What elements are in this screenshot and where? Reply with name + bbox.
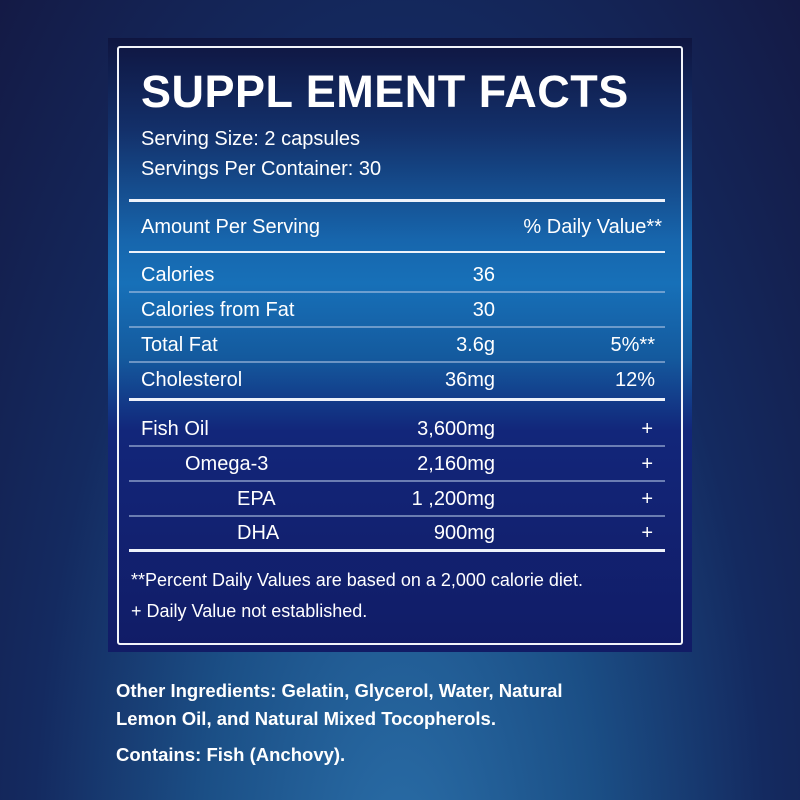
other-ingredients-line-1: Other Ingredients: Gelatin, Glycerol, Wa… (116, 680, 563, 701)
row-amount: 30 (472, 299, 495, 321)
divider (129, 291, 665, 293)
row-name: DHA (237, 522, 280, 544)
panel-border: SUPPL EMENT FACTS Serving Size: 2 capsul… (117, 46, 683, 645)
allergen-contains: Contains: Fish (Anchovy). (116, 744, 346, 765)
divider (129, 445, 665, 447)
row-dv: + (641, 418, 653, 440)
panel-title: SUPPL EMENT FACTS (141, 66, 629, 117)
divider (129, 326, 665, 328)
row-dv: 12% (614, 369, 655, 391)
serving-size: Serving Size: 2 capsules (141, 128, 361, 150)
daily-value-header: % Daily Value** (523, 216, 662, 238)
row-name: Total Fat (141, 334, 218, 356)
row-name: Omega-3 (185, 453, 269, 475)
servings-per-container: Servings Per Container: 30 (141, 158, 382, 180)
row-dv: 5%** (610, 334, 655, 356)
row-amount: 1 ,200mg (411, 488, 495, 510)
supplement-facts-panel: SUPPL EMENT FACTS Serving Size: 2 capsul… (108, 38, 692, 652)
row-amount: 3,600mg (417, 418, 495, 440)
divider (129, 515, 665, 517)
row-amount: 2,160mg (417, 453, 495, 475)
amount-per-serving-header: Amount Per Serving (141, 216, 320, 238)
divider (129, 549, 665, 552)
divider (129, 398, 665, 401)
row-dv: + (641, 453, 653, 475)
row-name: Calories from Fat (141, 299, 295, 321)
row-amount: 900mg (433, 522, 495, 544)
footnote-daily-values: **Percent Daily Values are based on a 2,… (131, 570, 583, 590)
row-name: Fish Oil (141, 418, 209, 440)
row-name: Calories (141, 264, 215, 286)
row-amount: 36 (472, 264, 495, 286)
footnote-not-established: + Daily Value not established. (131, 601, 368, 621)
divider (129, 480, 665, 482)
row-name: EPA (237, 488, 276, 510)
other-ingredients-line-2: Lemon Oil, and Natural Mixed Tocopherols… (116, 708, 496, 729)
row-name: Cholesterol (141, 369, 243, 391)
divider (129, 251, 665, 253)
divider (129, 199, 665, 202)
row-amount: 36mg (444, 369, 495, 391)
row-amount: 3.6g (456, 334, 495, 356)
row-dv: + (641, 488, 653, 510)
row-dv: + (641, 522, 653, 544)
divider (129, 361, 665, 363)
